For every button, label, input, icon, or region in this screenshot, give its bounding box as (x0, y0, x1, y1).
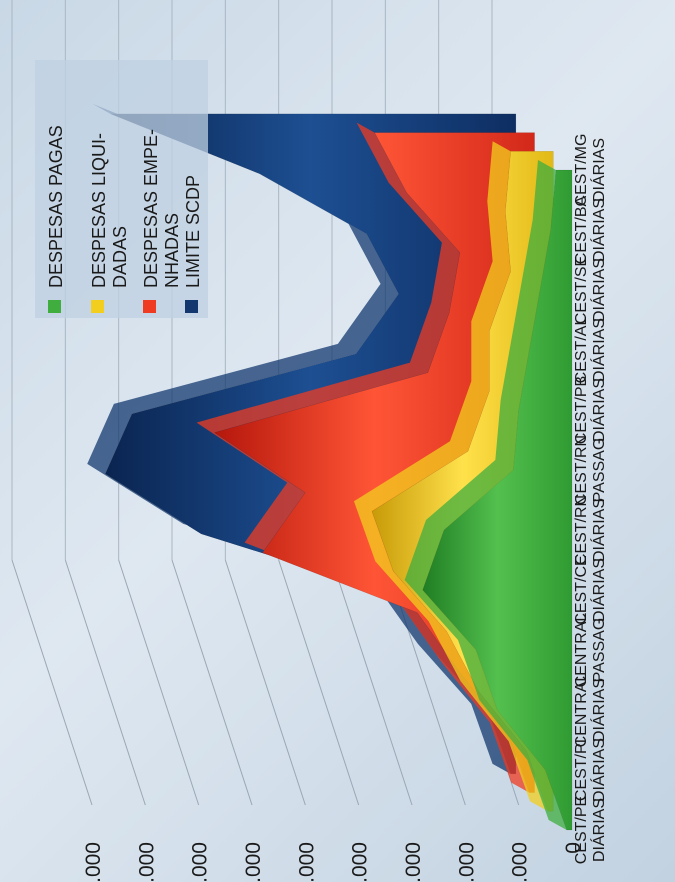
area-top-despesas-pagas (404, 160, 567, 830)
legend-label: NHADAS (162, 213, 182, 288)
area-top-despesas-empe-nhadas (196, 122, 530, 793)
value-tick-label: 100.000 (455, 842, 478, 882)
legend-box (35, 60, 208, 318)
category-label: CEST/PI DIÁRIAS (573, 738, 608, 802)
value-tick-label: 400.000 (135, 842, 158, 882)
category-label-line: CEST/RN (573, 435, 590, 505)
value-tick-label: 300.000 (242, 842, 265, 882)
legend-swatch (91, 300, 104, 313)
category-label-line: CEST/CE (573, 555, 590, 624)
category-label: CEST/AL DIÁRIAS (573, 317, 608, 384)
category-label-line: DIÁRIAS (589, 558, 608, 622)
category-label: CENTRAL DIÁRIAS (573, 673, 608, 748)
category-label-line: DIÁRIAS (589, 738, 608, 802)
category-label: CEST/SE DIÁRIAS (573, 256, 608, 324)
category-label-line: CEST/PI (573, 739, 590, 801)
gridline-diagonal (118, 559, 200, 806)
legend-label: DADAS (110, 226, 130, 288)
gridline-diagonal (331, 559, 413, 806)
category-label-line: PASSAG (591, 618, 608, 683)
category-label: CEST/RN DIÁRIAS (573, 495, 608, 565)
category-label-line: CENTRAL (573, 613, 590, 688)
value-tick-label: 200.000 (349, 842, 372, 882)
legend-swatch (48, 300, 61, 313)
legend-label: LIMITE SCDP (183, 175, 203, 288)
category-label: CEST/CE DIÁRIAS (573, 555, 608, 624)
gridline-diagonal (64, 559, 146, 806)
value-tick-label: 350.000 (189, 842, 212, 882)
area-despesas-pagas (422, 169, 573, 831)
category-label-line: CENTRAL (573, 673, 590, 748)
category-label-line: DIÁRIAS (589, 798, 608, 862)
value-tick-label: 0 (562, 842, 585, 854)
category-label: CENTRAL PASSAG (573, 613, 608, 688)
value-tick-labels: 0 50.000 100.000 150.000 200.000 250.000 300.0… (82, 842, 585, 882)
legend-swatch (143, 300, 156, 313)
legend-swatch (185, 300, 198, 313)
gridline-diagonal (171, 559, 253, 806)
category-label: CEST/RN PASSAG (573, 435, 608, 505)
category-label-line: CEST/SE (573, 256, 590, 324)
category-label-line: CEST/PE (573, 796, 590, 864)
category-label: CEST/MG DIÁRIAS (573, 134, 608, 207)
category-label-line: CEST/BA (573, 195, 590, 264)
value-tick-label: 250.000 (295, 842, 318, 882)
category-label-line: CEST/PB (573, 376, 590, 444)
gridline-diagonal (11, 559, 93, 806)
value-tick-label: 150.000 (402, 842, 425, 882)
legend-label: DESPESAS LIQUI- (89, 133, 109, 288)
category-label-line: DIÁRIAS (589, 318, 608, 382)
legend: DESPESAS PAGAS DESPESAS LIQUI- DADAS DESPES… (35, 60, 208, 318)
area-series (87, 103, 573, 831)
legend-label: DESPESAS PAGAS (46, 125, 66, 288)
category-label: CEST/PB DIÁRIAS (573, 376, 608, 444)
category-label-line: DIÁRIAS (589, 378, 608, 442)
category-label-line: CEST/AL (573, 317, 590, 384)
value-tick-label: 50.000 (509, 842, 532, 882)
category-label: CEST/PE DIÁRIAS (573, 796, 608, 864)
value-tick-label: 450.000 (82, 842, 105, 882)
category-label-line: CEST/RN (573, 495, 590, 565)
category-label-line: DIÁRIAS (589, 258, 608, 322)
category-label-line: DIÁRIAS (589, 198, 608, 262)
category-label-line: CEST/MG (573, 134, 590, 207)
category-label-line: DIÁRIAS (589, 678, 608, 742)
gridline-diagonal (278, 559, 360, 806)
category-label-line: DIÁRIAS (589, 138, 608, 202)
legend-label: DESPESAS EMPE- (141, 129, 161, 288)
gridline-diagonal (224, 559, 306, 806)
category-label: CEST/BA DIÁRIAS (573, 195, 608, 264)
category-label-line: DIÁRIAS (589, 498, 608, 562)
category-label-line: PASSAG (591, 438, 608, 503)
